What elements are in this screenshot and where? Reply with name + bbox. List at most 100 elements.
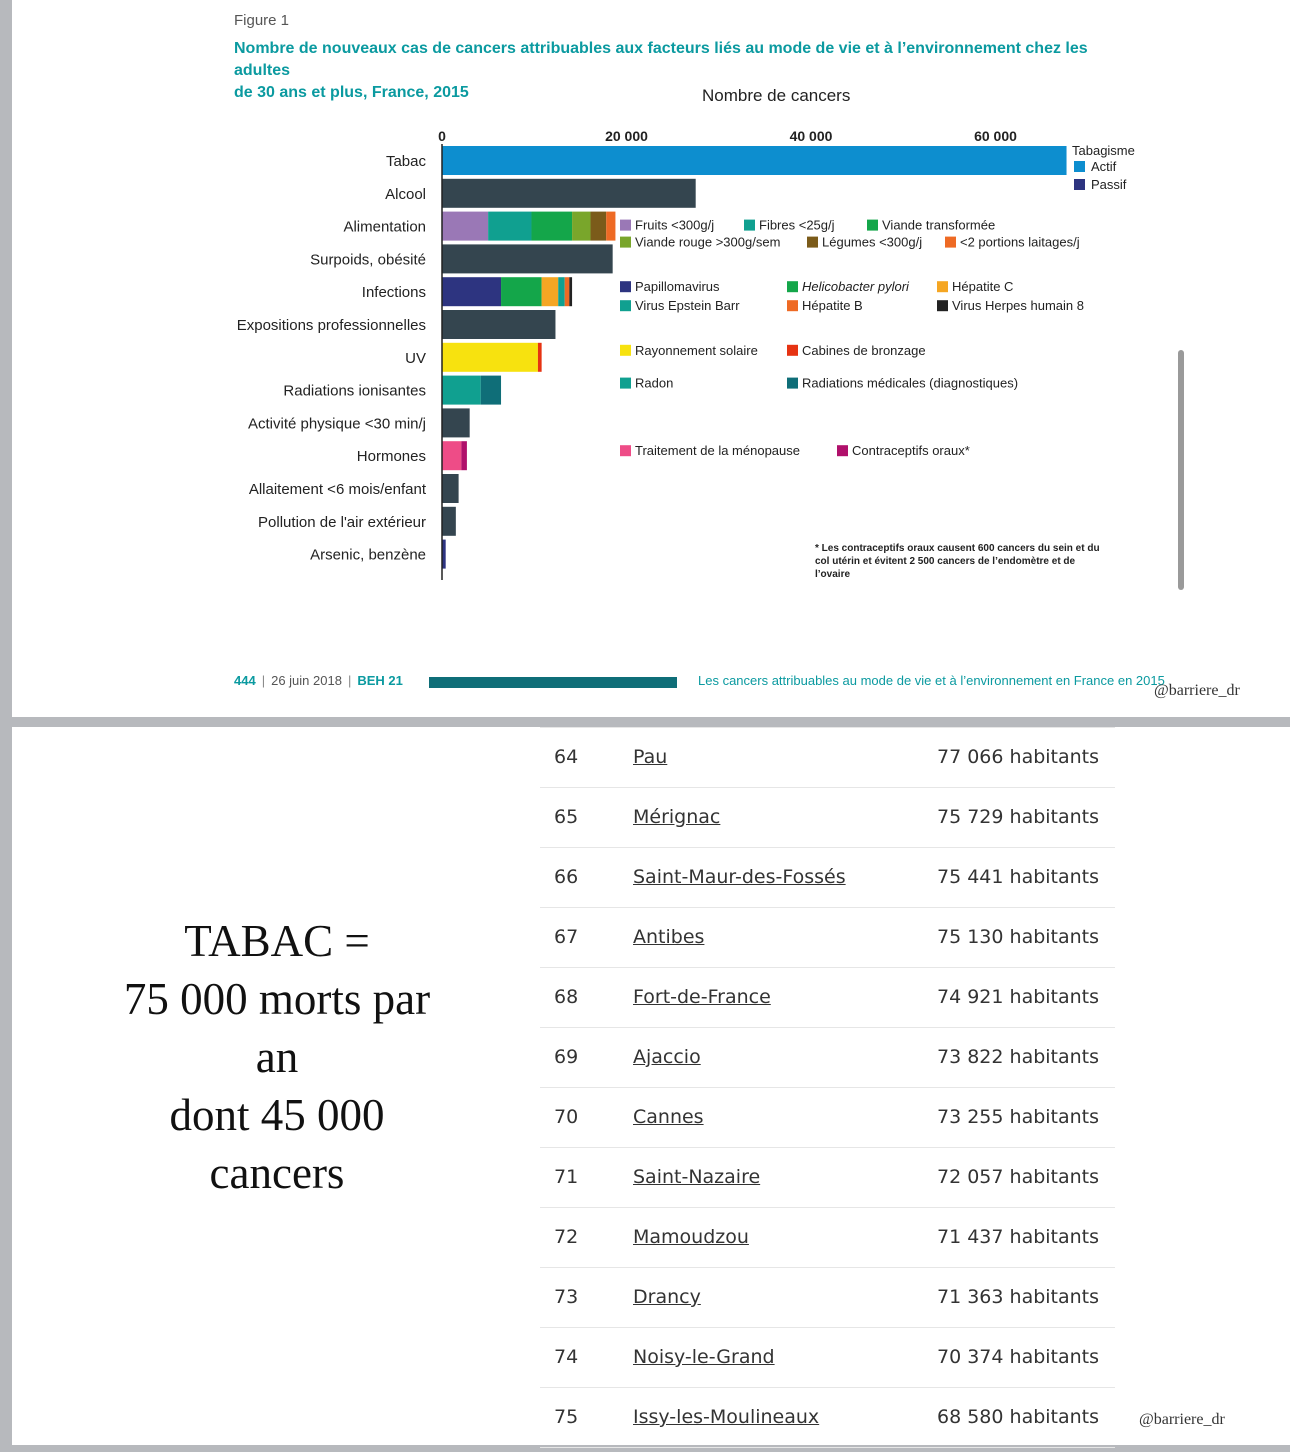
legend-swatch: [945, 236, 956, 248]
bar-segment: [442, 146, 1067, 175]
city-row: 73 Drancy 71 363 habitants: [540, 1268, 1115, 1328]
city-link[interactable]: Fort-de-France: [633, 986, 771, 1008]
bar-segment: [442, 506, 456, 536]
bar-segment: [442, 441, 462, 471]
legend-swatch: [620, 236, 631, 248]
figure-label: Figure 1: [234, 12, 290, 29]
bar-segment: [442, 474, 459, 503]
legend-swatch: [620, 344, 631, 356]
bar-segment: [442, 375, 481, 405]
watermark-bottom: @barriere_dr: [1139, 1411, 1225, 1428]
scroll-handle[interactable]: [1178, 350, 1184, 590]
bar-segment: [569, 277, 573, 307]
legend-label: Viande transformée: [882, 218, 995, 233]
legend-swatch: [787, 281, 798, 293]
legend-label: Passif: [1091, 177, 1127, 192]
bar-segment: [442, 310, 556, 339]
city-rank: 72: [554, 1226, 579, 1248]
legend-swatch: [1074, 161, 1085, 172]
claim-line-2: 75 000 morts par: [123, 974, 431, 1024]
city-population: 74 921 habitants: [937, 986, 1100, 1008]
legend-label: Fruits <300g/j: [635, 218, 714, 233]
bar-segment: [442, 244, 613, 274]
running-title: Les cancers attribuables au mode de vie …: [698, 673, 1165, 688]
bar-segment: [590, 211, 607, 241]
city-population: 77 066 habitants: [937, 746, 1100, 768]
x-axis-title: Nombre de cancers: [702, 86, 851, 105]
category-label: Pollution de l'air extérieur: [258, 514, 426, 531]
city-link[interactable]: Saint-Maur-des-Fossés: [633, 866, 846, 888]
city-link[interactable]: Drancy: [633, 1286, 701, 1308]
legend-label: Virus Epstein Barr: [635, 298, 740, 313]
bar-segment: [537, 342, 542, 372]
legend-label: Cabines de bronzage: [802, 343, 926, 358]
category-label: Hormones: [357, 448, 426, 465]
legend-label: Hépatite B: [802, 298, 863, 313]
journal-issue: BEH 21: [357, 673, 403, 688]
category-label: Radiations ionisantes: [283, 383, 426, 400]
city-rank: 68: [554, 986, 579, 1008]
legend-label: <2 portions laitages/j: [960, 235, 1080, 250]
category-label: Alcool: [385, 186, 426, 203]
city-row: 67 Antibes 75 130 habitants: [540, 908, 1115, 968]
bar-segment: [442, 178, 696, 208]
bar-segment: [564, 277, 570, 307]
footer-citation: 444 | 26 juin 2018 | BEH 21: [234, 673, 403, 688]
city-link[interactable]: Noisy-le-Grand: [633, 1346, 775, 1368]
city-population: 73 255 habitants: [937, 1106, 1100, 1128]
city-row: 74 Noisy-le-Grand 70 374 habitants: [540, 1328, 1115, 1388]
legend-swatch: [937, 300, 948, 312]
city-link[interactable]: Issy-les-Moulineaux: [633, 1406, 820, 1428]
city-rank: 66: [554, 866, 579, 888]
x-tick-label: 60 000: [974, 128, 1017, 144]
city-row: 65 Mérignac 75 729 habitants: [540, 788, 1115, 848]
city-link[interactable]: Antibes: [633, 926, 705, 948]
city-rank: 69: [554, 1046, 579, 1068]
footer-rule: [429, 677, 677, 688]
legend-swatch: [1074, 179, 1085, 190]
legend-swatch: [620, 377, 631, 389]
legend-label: Fibres <25g/j: [759, 218, 835, 233]
legend-swatch: [787, 300, 798, 312]
category-label: UV: [405, 350, 426, 367]
bar-segment: [606, 211, 616, 241]
legend-label: Actif: [1091, 159, 1117, 174]
city-population: 70 374 habitants: [937, 1346, 1100, 1368]
page-number: 444: [234, 673, 256, 688]
bar-segment: [442, 408, 470, 438]
category-label: Infections: [362, 284, 426, 301]
city-rank: 67: [554, 926, 579, 948]
city-population: 72 057 habitants: [937, 1166, 1100, 1188]
city-population: 71 363 habitants: [937, 1286, 1100, 1308]
category-label: Arsenic, benzène: [310, 547, 426, 564]
legend-heading: Tabagisme: [1072, 143, 1135, 158]
legend-label: Légumes <300g/j: [822, 235, 922, 250]
city-link[interactable]: Mamoudzou: [633, 1226, 749, 1248]
watermark-top: @barriere_dr: [1154, 682, 1240, 699]
city-link[interactable]: Saint-Nazaire: [633, 1166, 761, 1188]
claim-line-4: dont 45 000: [169, 1090, 385, 1140]
bar-segment: [488, 211, 532, 241]
claim-line-5: cancers: [209, 1148, 345, 1198]
footnote-line: * Les contraceptifs oraux causent 600 ca…: [815, 543, 1100, 554]
bar-segment: [558, 277, 565, 307]
legend-swatch: [620, 300, 631, 312]
city-rank: 65: [554, 806, 579, 828]
figure-title-line-2: de 30 ans et plus, France, 2015: [234, 84, 469, 101]
x-tick-label: 20 000: [605, 128, 648, 144]
legend-label: Radiations médicales (diagnostiques): [802, 376, 1018, 391]
city-link[interactable]: Cannes: [633, 1106, 704, 1128]
footnote-line: l’ovaire: [815, 569, 850, 580]
city-population: 73 822 habitants: [937, 1046, 1100, 1068]
city-link[interactable]: Pau: [633, 746, 668, 768]
bar-segment: [442, 342, 538, 372]
city-link[interactable]: Ajaccio: [633, 1046, 701, 1068]
legend-label: Papillomavirus: [635, 279, 720, 294]
figure-title: Nombre de nouveaux cas de cancers attrib…: [234, 38, 1134, 104]
legend-swatch: [787, 344, 798, 356]
claim-line-3: an: [255, 1032, 299, 1082]
city-row: 69 Ajaccio 73 822 habitants: [540, 1028, 1115, 1088]
city-link[interactable]: Mérignac: [633, 806, 721, 828]
bar-segment: [461, 441, 467, 471]
city-population: 75 441 habitants: [937, 866, 1100, 888]
